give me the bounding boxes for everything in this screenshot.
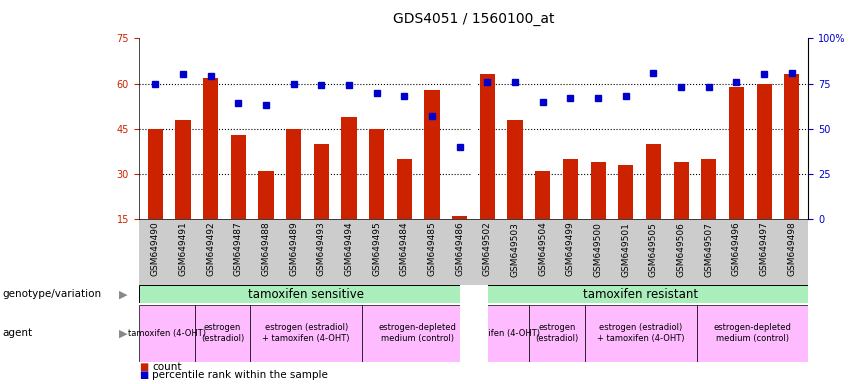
Bar — [591, 162, 606, 219]
Bar — [195, 305, 250, 362]
Bar — [286, 129, 301, 219]
Text: estrogen (estradiol)
+ tamoxifen (4-OHT): estrogen (estradiol) + tamoxifen (4-OHT) — [262, 323, 350, 343]
Bar — [697, 305, 808, 362]
Bar — [452, 216, 467, 219]
Text: count: count — [152, 362, 182, 372]
Text: ▶: ▶ — [119, 289, 128, 300]
Bar — [507, 120, 523, 219]
Text: tamoxifen (4-OHT): tamoxifen (4-OHT) — [462, 329, 540, 338]
Text: estrogen-depleted
medium (control): estrogen-depleted medium (control) — [714, 323, 791, 343]
Bar — [148, 129, 163, 219]
Bar — [397, 159, 412, 219]
Bar — [529, 305, 585, 362]
Bar — [231, 135, 246, 219]
Bar — [785, 74, 799, 219]
Text: ■: ■ — [139, 362, 148, 372]
Bar — [314, 144, 329, 219]
Bar — [203, 78, 218, 219]
Bar — [175, 120, 191, 219]
Text: tamoxifen sensitive: tamoxifen sensitive — [248, 288, 364, 301]
Bar — [729, 86, 744, 219]
Bar — [473, 305, 529, 362]
Bar — [139, 305, 195, 362]
Text: tamoxifen (4-OHT): tamoxifen (4-OHT) — [128, 329, 206, 338]
Text: estrogen
(estradiol): estrogen (estradiol) — [535, 323, 579, 343]
Text: estrogen
(estradiol): estrogen (estradiol) — [201, 323, 244, 343]
Bar — [460, 305, 488, 362]
Text: ▶: ▶ — [119, 328, 128, 338]
Bar — [618, 165, 633, 219]
Bar — [585, 305, 697, 362]
Text: estrogen-depleted
medium (control): estrogen-depleted medium (control) — [379, 323, 457, 343]
Bar — [757, 84, 772, 219]
Bar — [473, 285, 808, 303]
Bar — [369, 129, 385, 219]
Bar — [341, 117, 357, 219]
Bar — [460, 285, 488, 303]
Text: agent: agent — [3, 328, 32, 338]
Text: ■: ■ — [139, 370, 148, 380]
Bar — [362, 305, 473, 362]
Text: tamoxifen resistant: tamoxifen resistant — [584, 288, 699, 301]
Bar — [563, 159, 578, 219]
Bar — [425, 89, 440, 219]
Bar — [646, 144, 661, 219]
Bar — [480, 74, 495, 219]
Bar — [701, 159, 717, 219]
Bar — [673, 162, 688, 219]
Text: estrogen (estradiol)
+ tamoxifen (4-OHT): estrogen (estradiol) + tamoxifen (4-OHT) — [597, 323, 685, 343]
Bar — [259, 171, 274, 219]
Bar — [535, 171, 551, 219]
Text: GDS4051 / 1560100_at: GDS4051 / 1560100_at — [393, 12, 554, 25]
Text: genotype/variation: genotype/variation — [3, 289, 101, 300]
Bar — [139, 285, 473, 303]
Bar — [250, 305, 362, 362]
Text: percentile rank within the sample: percentile rank within the sample — [152, 370, 328, 380]
